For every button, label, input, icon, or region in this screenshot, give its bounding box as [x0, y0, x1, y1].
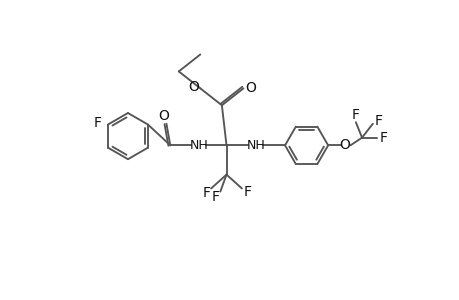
Text: NH: NH — [246, 139, 264, 152]
Text: O: O — [188, 80, 199, 94]
Text: F: F — [243, 185, 251, 199]
Text: O: O — [157, 109, 168, 123]
Text: O: O — [339, 138, 350, 152]
Text: F: F — [351, 108, 359, 122]
Text: F: F — [202, 186, 210, 200]
Text: NH: NH — [189, 139, 208, 152]
Text: F: F — [374, 114, 382, 128]
Text: F: F — [93, 116, 101, 130]
Text: F: F — [379, 130, 387, 145]
Text: O: O — [244, 81, 255, 94]
Text: F: F — [211, 190, 219, 204]
